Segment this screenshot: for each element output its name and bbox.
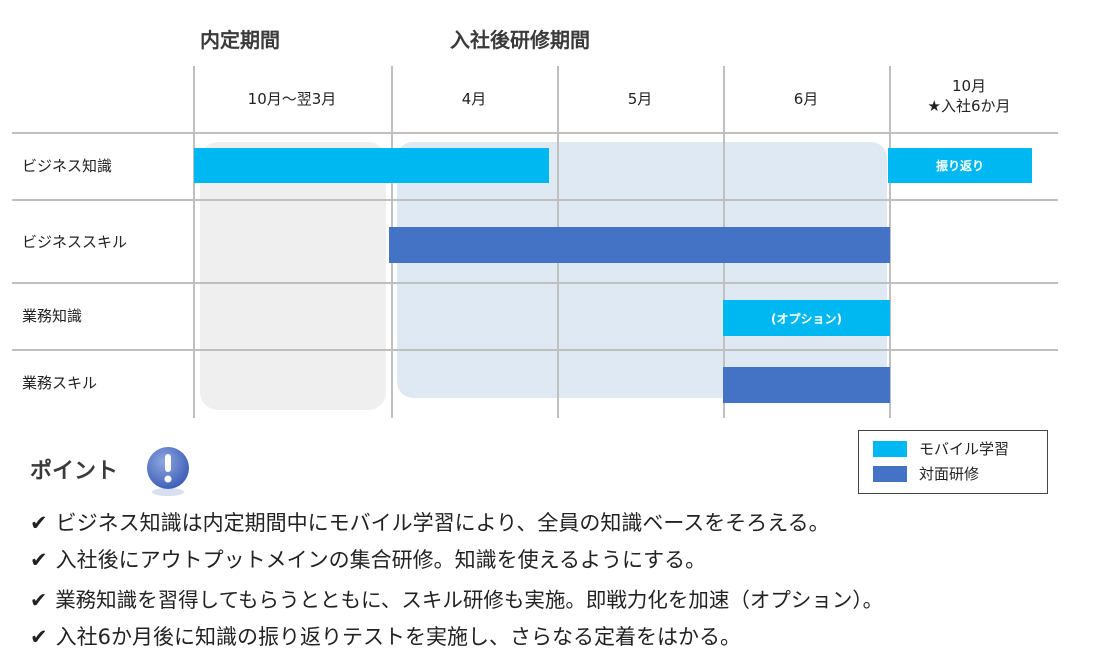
column-header-oct-mar: 10月～翌3月 [247,90,337,108]
bullet-item: ✔ 業務知識を習得してもらうとともに、スキル研修も実施。即戦力化を加速（オプション… [30,583,883,613]
bar-business-knowledge-mobile [194,148,549,183]
check-icon: ✔ [30,588,48,612]
grid-hline [12,199,1058,201]
row-label-work-skill: 業務スキル [22,374,98,392]
exclamation-icon [146,446,190,498]
bullet-text: 入社後にアウトプットメインの集合研修。知識を使えるようにする。 [55,548,707,572]
grid-vline [193,66,195,418]
column-header-may: 5月 [627,90,653,108]
bar-work-knowledge-option: (オプション) [723,300,890,336]
check-icon: ✔ [30,625,48,649]
legend: モバイル学習 対面研修 [858,430,1048,494]
grid-hline [12,282,1058,284]
bullet-item: ✔ 入社後にアウトプットメインの集合研修。知識を使えるようにする。 [30,544,706,574]
bar-review-label: 振り返り [935,159,984,173]
column-header-line1: 10月 [951,77,987,95]
phase-title-naitei: 内定期間 [200,28,280,52]
bullet-text: ビジネス知識は内定期間中にモバイル学習により、全員の知識ベースをそろえる。 [55,511,830,535]
row-label-business-skill: ビジネススキル [22,233,128,251]
grid-hline [12,349,1058,351]
column-header-oct-6months: 10月 ★入社6か月 [889,76,1049,116]
training-period-background [397,142,887,398]
legend-label-mobile: モバイル学習 [919,440,1010,458]
bullet-text: 業務知識を習得してもらうとともに、スキル研修も実施。即戦力化を加速（オプション）… [55,588,884,612]
row-label-business-knowledge: ビジネス知識 [22,157,113,175]
grid-hline [12,132,1058,134]
bullet-item: ✔ 入社6か月後に知識の振り返りテストを実施し、さらなる定着をはかる。 [30,621,741,651]
column-header-line2: ★入社6か月 [927,97,1011,115]
bar-review: 振り返り [888,148,1032,183]
legend-swatch-mobile [873,441,907,457]
bullet-item: ✔ ビジネス知識は内定期間中にモバイル学習により、全員の知識ベースをそろえる。 [30,507,830,537]
bar-work-skill-face-to-face [723,367,890,403]
naitei-period-background [200,142,386,410]
bullet-text: 入社6か月後に知識の振り返りテストを実施し、さらなる定着をはかる。 [55,625,741,649]
column-header-jun: 6月 [793,90,819,108]
point-title: ポイント [30,459,119,484]
legend-swatch-face-to-face [873,466,907,482]
column-header-apr: 4月 [461,90,487,108]
row-label-work-knowledge: 業務知識 [22,307,83,325]
check-icon: ✔ [30,511,48,535]
legend-label-face-to-face: 対面研修 [919,465,980,483]
bar-option-label: (オプション) [771,311,842,326]
bar-business-skill-face-to-face [389,227,890,263]
check-icon: ✔ [30,548,48,572]
phase-title-training: 入社後研修期間 [450,28,590,52]
